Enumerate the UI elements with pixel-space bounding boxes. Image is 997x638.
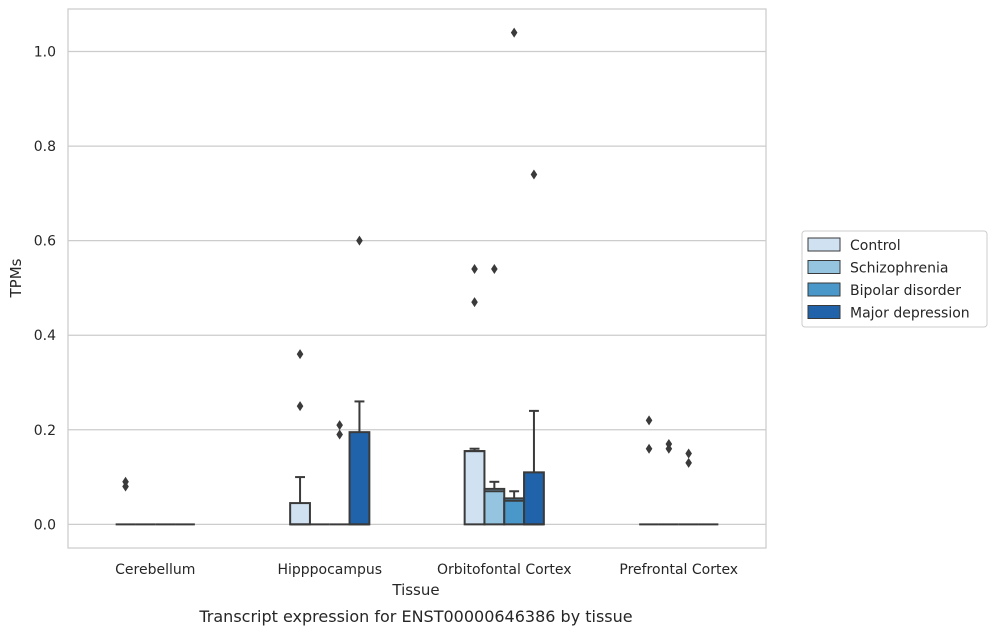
legend-swatch bbox=[807, 282, 841, 297]
y-tick-label: 0.4 bbox=[34, 328, 56, 344]
outlier-point bbox=[122, 481, 129, 492]
legend-label: Schizophrenia bbox=[850, 261, 948, 277]
outlier-point bbox=[665, 443, 673, 454]
legend-item-schizophrenia[interactable]: Schizophrenia bbox=[807, 260, 948, 277]
y-tick-label: 0.6 bbox=[34, 234, 56, 250]
legend[interactable]: Control Schizophrenia Bipolar disorder Majo… bbox=[801, 230, 988, 328]
box-orbitofontal-cortex-control bbox=[463, 264, 486, 526]
legend-frame bbox=[801, 230, 988, 328]
box-iqr bbox=[463, 450, 486, 526]
box-iqr bbox=[289, 502, 311, 526]
x-tick-labels: Cerebellum Hipppocampus Orbitofontal Corte… bbox=[115, 562, 738, 578]
outlier-point bbox=[336, 420, 343, 431]
outlier-point bbox=[471, 297, 478, 308]
x-tick-label: Prefrontal Cortex bbox=[619, 562, 738, 578]
outlier-point bbox=[530, 169, 538, 180]
x-tick-label: Cerebellum bbox=[115, 562, 195, 578]
outlier-point bbox=[685, 448, 692, 459]
chart-caption: Transcript expression for ENST0000064638… bbox=[198, 607, 632, 626]
box-cerebellum-control bbox=[115, 476, 136, 526]
legend-label: Bipolar disorder bbox=[850, 283, 961, 299]
y-tick-label: 0.2 bbox=[34, 423, 56, 439]
x-tick-label: Orbitofontal Cortex bbox=[437, 562, 572, 578]
outlier-point bbox=[491, 264, 498, 275]
box-orbitofontal-cortex-schizophrenia bbox=[483, 264, 506, 526]
outlier-point bbox=[510, 27, 518, 38]
x-axis-label: Tissue bbox=[391, 581, 439, 599]
box-orbitofontal-cortex-major-depression bbox=[523, 169, 545, 526]
gridlines bbox=[68, 50, 766, 525]
box-iqr bbox=[483, 487, 506, 526]
y-axis-label: TPMs bbox=[7, 258, 25, 298]
outlier-point bbox=[645, 443, 653, 454]
box-hipppocampus-control bbox=[289, 349, 311, 526]
box-iqr bbox=[523, 471, 545, 526]
outlier-point bbox=[471, 264, 478, 275]
legend-swatch bbox=[807, 305, 841, 319]
box-hipppocampus-major-depression bbox=[348, 235, 371, 526]
box-iqr bbox=[503, 497, 526, 526]
series-bipolar-disorder bbox=[155, 27, 699, 526]
outlier-point bbox=[296, 349, 304, 360]
legend-label: Major depression bbox=[850, 306, 970, 322]
x-tick-label: Hipppocampus bbox=[277, 562, 382, 578]
legend-item-control[interactable]: Control bbox=[807, 237, 901, 254]
plot-area-frame bbox=[67, 8, 767, 549]
box-iqr bbox=[348, 431, 371, 526]
y-tick-label: 1.0 bbox=[34, 45, 56, 61]
y-tick-label: 0.0 bbox=[34, 517, 56, 533]
outlier-point bbox=[336, 429, 343, 440]
outlier-point bbox=[645, 415, 653, 426]
box-series bbox=[115, 27, 719, 526]
y-tick-labels: 0.0 0.2 0.4 0.6 0.8 1.0 bbox=[34, 45, 56, 534]
box-prefrontal-cortex-control bbox=[639, 415, 659, 526]
box-prefrontal-cortex-schizophrenia bbox=[658, 438, 679, 526]
outlier-point bbox=[296, 401, 304, 412]
legend-item-major-depression[interactable]: Major depression bbox=[807, 305, 970, 322]
y-tick-label: 0.8 bbox=[34, 139, 56, 155]
box-orbitofontal-cortex-bipolar-disorder bbox=[503, 27, 526, 526]
outlier-point bbox=[356, 235, 363, 246]
outlier-point bbox=[685, 457, 692, 468]
legend-swatch bbox=[807, 237, 841, 252]
series-control bbox=[115, 264, 659, 526]
series-major-depression bbox=[175, 169, 719, 526]
legend-swatch bbox=[807, 260, 841, 274]
box-prefrontal-cortex-bipolar-disorder bbox=[678, 448, 699, 526]
legend-label: Control bbox=[850, 238, 901, 254]
legend-item-bipolar-disorder[interactable]: Bipolar disorder bbox=[807, 282, 961, 299]
series-schizophrenia bbox=[135, 264, 679, 526]
box-hipppocampus-bipolar-disorder bbox=[329, 420, 350, 526]
